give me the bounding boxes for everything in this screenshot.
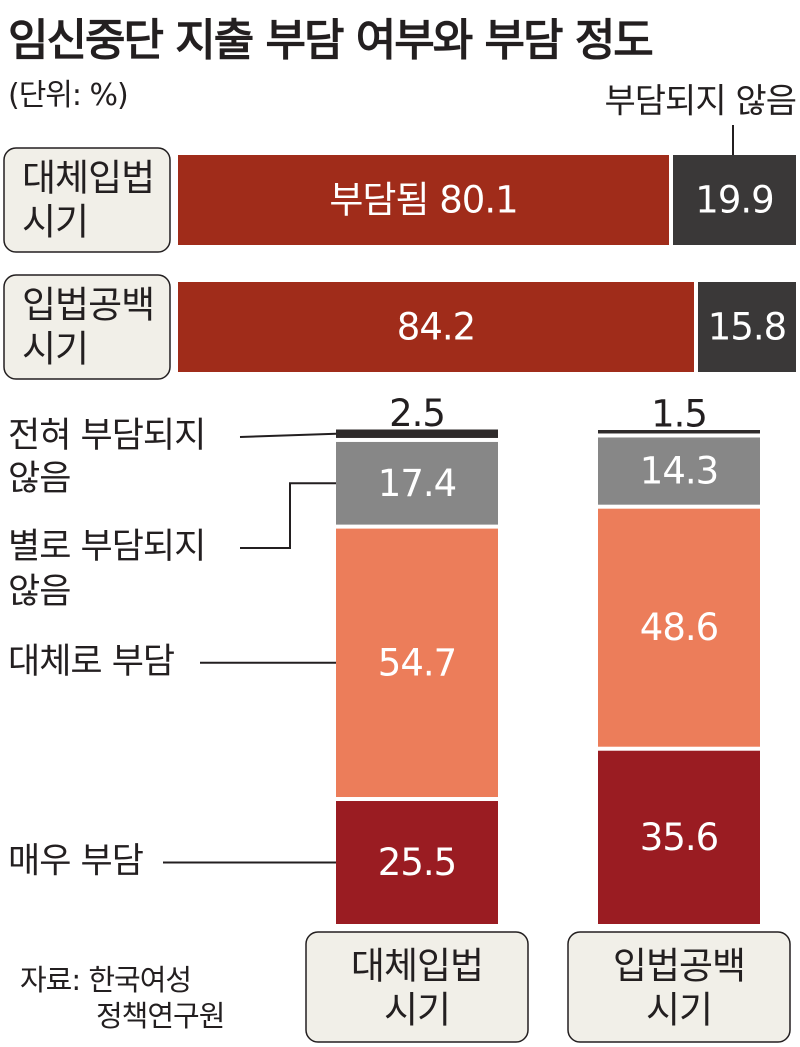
series-label: 않음 (8, 572, 70, 612)
source-line: 정책연구원 (96, 999, 225, 1033)
category-label: 시기 (384, 989, 450, 1032)
category-label: 시기 (646, 989, 712, 1032)
category-label: 시기 (22, 201, 88, 244)
bar-segment-very (598, 750, 760, 924)
data-label: 14.3 (640, 450, 718, 493)
bar-segment-burdened (178, 282, 694, 372)
label-leader (240, 482, 336, 549)
category-label: 대체입법 (351, 945, 483, 988)
source-note: 자료: 한국여성 정책연구원 (20, 962, 225, 1034)
series-label: 전혀 부담되지 (8, 416, 205, 456)
bar-segment-not-burdened (673, 155, 796, 245)
data-label: 25.5 (378, 841, 456, 884)
data-label: 35.6 (640, 816, 718, 859)
chart-title: 임신중단 지출 부담 여부와 부담 정도 (8, 15, 654, 66)
data-label: 84.2 (397, 306, 475, 349)
data-label: 부담됨 80.1 (329, 179, 517, 222)
bar-segment-not-at-all (336, 429, 498, 438)
category-label: 시기 (22, 328, 88, 371)
series-label: 별로 부담되지 (8, 527, 205, 567)
source-line: 자료: 한국여성 (20, 963, 192, 997)
data-label: 48.6 (640, 606, 718, 649)
series-label: 대체로 부담 (8, 642, 174, 682)
data-label: 15.8 (708, 306, 786, 349)
series-label: 매우 부담 (8, 842, 143, 882)
series-label: 않음 (8, 459, 70, 499)
category-label: 입법공백 (22, 284, 154, 327)
category-label: 대체입법 (22, 157, 154, 200)
label-leader (239, 432, 337, 438)
bar-segment-very (336, 801, 498, 924)
category-label-box (305, 931, 529, 1043)
category-label: 입법공백 (613, 945, 745, 988)
bar-segment-burdened (178, 155, 669, 245)
data-label: 54.7 (378, 641, 456, 684)
bar-segment-somewhat (336, 528, 498, 798)
category-label-box (3, 147, 171, 253)
category-label-box (567, 931, 791, 1043)
bar-segment-not-much (336, 441, 498, 525)
bar-segment-not-much (598, 437, 760, 505)
bar-segment-not-at-all (598, 430, 760, 434)
category-label-box (3, 274, 171, 380)
bar-segment-not-burdened (698, 282, 796, 372)
data-label: 1.5 (651, 393, 707, 436)
data-label: 19.9 (695, 179, 773, 222)
data-label: 17.4 (378, 462, 456, 505)
unit-label: (단위: %) (8, 78, 129, 113)
bar-segment-somewhat (598, 508, 760, 747)
data-label: 2.5 (389, 392, 445, 435)
legend-label: 부담되지 않음 (605, 82, 797, 122)
